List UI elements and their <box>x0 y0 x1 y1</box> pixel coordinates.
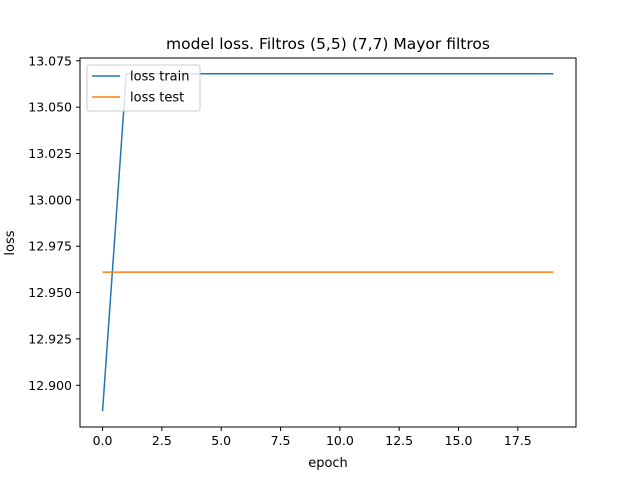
x-axis-label: epoch <box>308 456 348 471</box>
x-tick-label: 17.5 <box>504 433 532 448</box>
y-tick-label: 13.050 <box>28 100 72 115</box>
x-tick-label: 5.0 <box>211 433 231 448</box>
legend-label-loss-test: loss test <box>130 91 184 106</box>
x-tick-label: 7.5 <box>271 433 291 448</box>
chart-title: model loss. Filtros (5,5) (7,7) Mayor fi… <box>166 35 490 53</box>
x-tick-label: 10.0 <box>326 433 354 448</box>
x-tick-label: 2.5 <box>152 433 172 448</box>
y-tick-label: 13.025 <box>28 146 72 161</box>
legend-label-loss-train: loss train <box>130 70 190 85</box>
y-tick-label: 13.075 <box>28 53 72 68</box>
legend: loss train loss test <box>86 64 201 112</box>
y-axis-label: loss <box>3 230 18 255</box>
y-tick-label: 12.900 <box>28 378 72 393</box>
y-tick-label: 12.950 <box>28 285 72 300</box>
y-tick-label: 13.000 <box>28 192 72 207</box>
x-tick-label: 15.0 <box>445 433 473 448</box>
x-tick-label: 12.5 <box>385 433 413 448</box>
plot-frame <box>79 57 577 428</box>
y-tick-label: 12.975 <box>28 239 72 254</box>
y-tick-label: 12.925 <box>28 331 72 346</box>
x-tick-label: 0.0 <box>93 433 113 448</box>
axes-ticks: 0.0 2.5 5.0 7.5 10.0 12.5 15.0 17.5 12.900 12.925… <box>28 53 532 448</box>
